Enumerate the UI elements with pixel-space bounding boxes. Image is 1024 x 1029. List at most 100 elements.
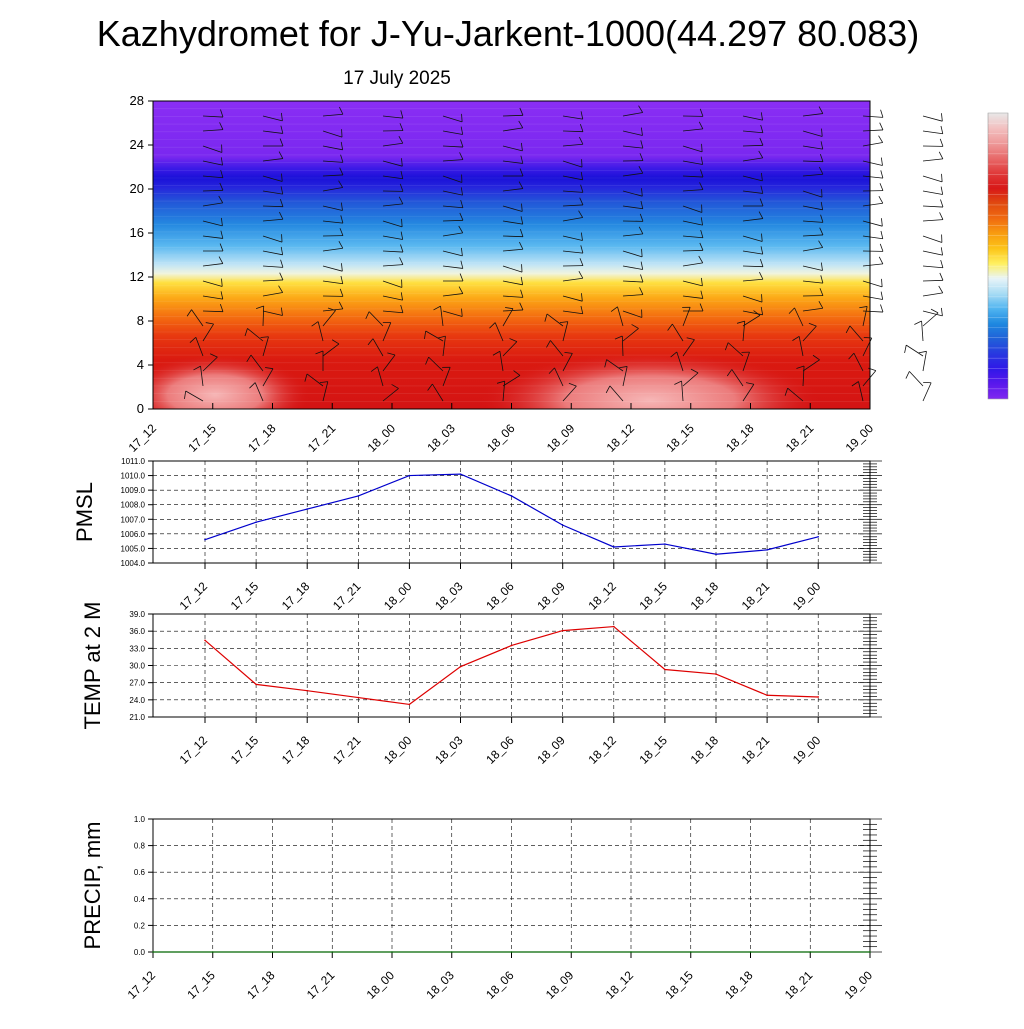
y-tick-label: 28 xyxy=(130,93,144,108)
wind-barb xyxy=(909,371,923,386)
x-tick-label: 17_21 xyxy=(330,579,364,613)
wind-barb-flag xyxy=(939,286,943,293)
data-point xyxy=(331,951,333,953)
wind-barb-flag xyxy=(941,260,943,268)
x-tick-label: 17_15 xyxy=(228,733,262,767)
data-point xyxy=(869,951,871,953)
wind-barb xyxy=(923,236,942,243)
data-point xyxy=(630,951,632,953)
wind-barb xyxy=(923,116,942,121)
x-tick-label: 18_03 xyxy=(432,733,466,767)
page-date: 17 July 2025 xyxy=(343,68,451,89)
x-tick-label: 17_12 xyxy=(126,421,160,455)
wind-barb-flag xyxy=(881,292,883,300)
wind-barb-flag xyxy=(880,123,883,130)
x-tick-label: 19_00 xyxy=(843,421,877,455)
series-line xyxy=(205,474,818,554)
wind-barb-flag xyxy=(931,309,938,313)
x-tick-label: 17_12 xyxy=(177,579,211,613)
x-tick-label: 18_06 xyxy=(483,968,517,1002)
data-point xyxy=(306,508,308,510)
x-tick-label: 18_03 xyxy=(432,579,466,613)
data-point xyxy=(204,539,206,541)
wind-barb xyxy=(923,266,943,268)
x-tick-label: 17_18 xyxy=(245,421,279,455)
wind-barb-flag xyxy=(919,351,927,353)
wind-barb xyxy=(922,321,923,341)
wind-barb xyxy=(923,351,926,371)
data-point xyxy=(511,495,513,497)
y-tick-label: 0.6 xyxy=(134,868,146,877)
y-tick-label: 4 xyxy=(137,357,144,372)
wind-barb-flag xyxy=(881,170,883,178)
wind-barb-flag xyxy=(881,231,883,239)
wind-barb xyxy=(923,280,943,281)
data-point xyxy=(358,697,360,699)
data-point xyxy=(809,951,811,953)
wind-barb-flag xyxy=(914,321,921,324)
wind-barb-flag xyxy=(940,273,943,280)
y-tick-label: 24 xyxy=(130,137,144,152)
x-tick-label: 18_06 xyxy=(483,733,517,767)
wind-barb-flag xyxy=(942,174,943,182)
x-tick-label: 18_21 xyxy=(782,968,816,1002)
data-point xyxy=(613,626,615,628)
data-point xyxy=(391,951,393,953)
wind-barb xyxy=(923,293,943,296)
x-tick-label: 18_18 xyxy=(723,421,757,455)
x-tick-label: 18_00 xyxy=(381,579,415,613)
wind-barb-flag xyxy=(941,247,942,255)
x-tick-label: 19_00 xyxy=(790,579,824,613)
wind-barb-flag xyxy=(940,199,943,207)
wind-barb-flag xyxy=(905,345,907,353)
data-point xyxy=(409,704,411,706)
page-title: Kazhydromet for J-Yu-Jarkent-1000(44.297… xyxy=(97,13,919,54)
x-tick-label: 18_00 xyxy=(364,968,398,1002)
y-tick-label: 0 xyxy=(137,401,144,416)
wind-barb-flag xyxy=(941,126,943,134)
x-tick-label: 17_12 xyxy=(177,733,211,767)
wind-barb xyxy=(906,345,923,356)
wind-barb-flag xyxy=(879,136,883,143)
y-axis-title: PRECIP, mm xyxy=(80,822,105,950)
y-axis-title: TEMP at 2 M xyxy=(80,602,105,730)
y-tick-label: 8 xyxy=(137,313,144,328)
data-point xyxy=(204,640,206,642)
wind-barb-flag xyxy=(941,308,942,316)
x-tick-label: 18_09 xyxy=(534,733,568,767)
data-point xyxy=(511,951,513,953)
data-point xyxy=(690,951,692,953)
y-tick-label: 1006.0 xyxy=(121,530,146,539)
y-tick-label: 30.0 xyxy=(129,662,145,671)
y-tick-label: 1007.0 xyxy=(121,515,146,524)
x-tick-label: 17_12 xyxy=(125,968,159,1002)
y-tick-label: 20 xyxy=(130,181,144,196)
x-tick-label: 17_15 xyxy=(184,968,218,1002)
x-tick-label: 18_15 xyxy=(637,579,671,613)
y-tick-label: 16 xyxy=(130,225,144,240)
x-tick-label: 18_09 xyxy=(544,421,578,455)
x-tick-label: 18_03 xyxy=(423,968,457,1002)
data-point xyxy=(511,645,513,647)
data-point xyxy=(766,694,768,696)
x-tick-label: 17_15 xyxy=(185,421,219,455)
data-point xyxy=(750,951,752,953)
x-tick-label: 17_15 xyxy=(228,579,262,613)
wind-barb xyxy=(923,313,938,326)
y-tick-label: 0.0 xyxy=(134,948,146,957)
data-point xyxy=(451,951,453,953)
data-point xyxy=(562,630,564,632)
wind-barb xyxy=(923,251,943,255)
x-tick-label: 17_21 xyxy=(305,421,339,455)
data-point xyxy=(272,951,274,953)
y-tick-label: 1005.0 xyxy=(121,544,146,553)
x-tick-label: 17_18 xyxy=(279,733,313,767)
data-point xyxy=(715,553,717,555)
wind-barb-flag xyxy=(939,152,943,159)
data-point xyxy=(255,684,257,686)
y-tick-label: 0.4 xyxy=(134,895,146,904)
